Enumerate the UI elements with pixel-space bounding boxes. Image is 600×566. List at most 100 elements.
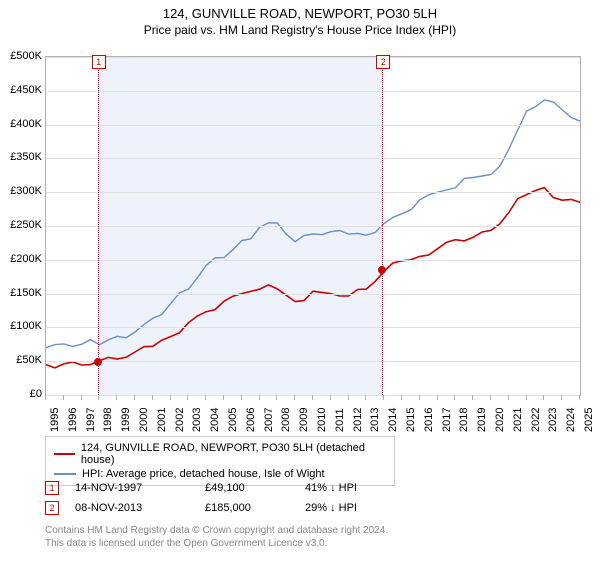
x-tick-label: 1995 [49,408,61,432]
transaction-row: 2 08-NOV-2013£185,00029% ↓ HPI [45,498,405,518]
y-tick-label: £500K [0,50,42,62]
x-tick-label: 2021 [512,408,524,432]
x-tick-label: 2009 [298,408,310,432]
y-tick-label: £200K [0,253,42,265]
x-tick [152,395,153,400]
chart-subtitle: Price paid vs. HM Land Registry's House … [0,23,600,37]
transaction-price: £49,100 [205,482,305,494]
legend-item: 124, GUNVILLE ROAD, NEWPORT, PO30 5LH (d… [54,441,386,467]
x-tick [116,395,117,400]
x-tick [454,395,455,400]
chart-plot-area: 12 [45,56,581,396]
x-tick-label: 2008 [280,408,292,432]
x-tick-label: 2015 [405,408,417,432]
gridline [46,57,580,58]
series-line [46,188,580,368]
x-tick [348,395,349,400]
y-tick-label: £100K [0,320,42,332]
gridline [46,294,580,295]
x-tick [543,395,544,400]
transaction-price: £185,000 [205,502,305,514]
x-tick-label: 2007 [263,408,275,432]
x-tick-label: 2014 [387,408,399,432]
transaction-date: 08-NOV-2013 [75,502,205,514]
chart-title: 124, GUNVILLE ROAD, NEWPORT, PO30 5LH [0,6,600,21]
marker-box: 2 [376,55,390,69]
y-tick-label: £0 [0,388,42,400]
gridline [46,158,580,159]
x-tick-label: 2024 [565,408,577,432]
x-tick-label: 2019 [476,408,488,432]
x-tick [365,395,366,400]
x-tick [419,395,420,400]
transaction-marker: 2 [45,501,59,515]
gridline [46,260,580,261]
x-tick [561,395,562,400]
x-tick-label: 2016 [423,408,435,432]
y-tick-label: £300K [0,185,42,197]
marker-dot [378,266,386,274]
x-tick-label: 1996 [67,408,79,432]
footer-attribution: Contains HM Land Registry data © Crown c… [45,524,388,550]
footer-line-1: Contains HM Land Registry data © Crown c… [45,524,388,537]
marker-box: 1 [92,55,106,69]
x-tick [259,395,260,400]
x-tick-label: 2005 [227,408,239,432]
legend-swatch [54,473,76,475]
x-tick [508,395,509,400]
x-tick [276,395,277,400]
transaction-diff: 29% ↓ HPI [305,502,405,514]
marker-dot [94,358,102,366]
x-tick [383,395,384,400]
x-tick [437,395,438,400]
x-tick-label: 2003 [191,408,203,432]
x-tick [63,395,64,400]
x-tick-label: 2020 [494,408,506,432]
gridline [46,395,580,396]
x-tick-label: 1999 [120,408,132,432]
x-tick-label: 2018 [458,408,470,432]
x-tick-label: 2023 [547,408,559,432]
gridline [46,125,580,126]
y-tick-label: £350K [0,151,42,163]
marker-vline [382,57,383,395]
x-tick [490,395,491,400]
x-tick [223,395,224,400]
x-tick-label: 2002 [174,408,186,432]
gridline [46,327,580,328]
y-tick-label: £50K [0,354,42,366]
x-tick-label: 2022 [530,408,542,432]
x-tick [312,395,313,400]
gridline [46,226,580,227]
x-tick-label: 2025 [583,408,595,432]
y-tick-label: £250K [0,219,42,231]
x-tick [330,395,331,400]
x-tick-label: 1998 [102,408,114,432]
transactions-table: 1 14-NOV-1997£49,10041% ↓ HPI 2 08-NOV-2013… [45,478,405,518]
x-tick [526,395,527,400]
footer-line-2: This data is licensed under the Open Gov… [45,537,388,550]
gridline [46,91,580,92]
legend-label: 124, GUNVILLE ROAD, NEWPORT, PO30 5LH (d… [81,442,386,466]
x-tick [134,395,135,400]
x-tick-label: 2011 [334,408,346,432]
x-tick-label: 1997 [85,408,97,432]
x-tick-label: 2000 [138,408,150,432]
x-tick [45,395,46,400]
x-tick-label: 2006 [245,408,257,432]
transaction-marker: 1 [45,481,59,495]
x-tick-label: 2012 [352,408,364,432]
gridline [46,361,580,362]
x-tick [294,395,295,400]
y-tick-label: £150K [0,287,42,299]
x-tick [241,395,242,400]
legend-swatch [54,453,75,455]
gridline [46,192,580,193]
transaction-row: 1 14-NOV-1997£49,10041% ↓ HPI [45,478,405,498]
x-tick [205,395,206,400]
x-tick [401,395,402,400]
x-tick-label: 2001 [156,408,168,432]
x-tick [170,395,171,400]
transaction-date: 14-NOV-1997 [75,482,205,494]
transaction-diff: 41% ↓ HPI [305,482,405,494]
